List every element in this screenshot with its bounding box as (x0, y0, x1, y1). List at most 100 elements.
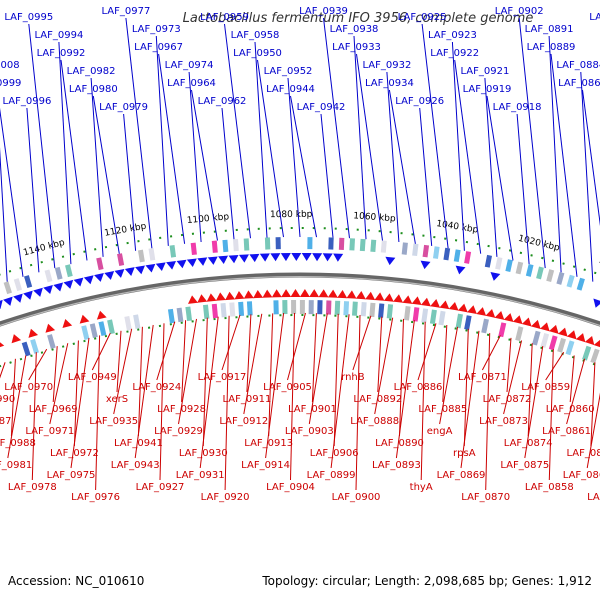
gene-label[interactable]: LAF_0964 (167, 78, 216, 89)
gene-label[interactable]: LAF_0996 (2, 96, 51, 107)
gene-label[interactable]: LAF_0944 (266, 84, 315, 95)
gene-label[interactable]: LAF_1008 (0, 60, 20, 71)
gene-label[interactable]: LAF_0974 (165, 60, 214, 71)
gene-label[interactable]: LAF_0863 (563, 470, 600, 481)
gene-label[interactable]: LAF_0988 (0, 438, 36, 449)
gene-label[interactable]: LAF_0999 (0, 78, 21, 89)
gene-label[interactable]: LAF_0871 (458, 372, 507, 383)
gene-label[interactable]: LAF_0938 (330, 24, 379, 35)
gene-label[interactable]: LAF_0884 (556, 60, 600, 71)
gene-label[interactable]: LAF_0893 (372, 460, 421, 471)
gene-label[interactable]: LAF_0992 (37, 48, 86, 59)
gene-label[interactable]: LAF_0978 (8, 482, 57, 493)
gene-label[interactable]: LAF_0943 (111, 460, 160, 471)
gene-label[interactable]: LAF_0981 (0, 460, 32, 471)
gene-label[interactable]: rnhB (341, 372, 365, 383)
gene-label[interactable]: LAF_0941 (114, 438, 163, 449)
gene-label[interactable]: LAF_0939 (299, 6, 348, 17)
gene-label[interactable]: LAF_0870 (461, 492, 510, 503)
gene-label[interactable]: LAF_0902 (495, 6, 544, 17)
gene-label[interactable]: LAF_0922 (430, 48, 479, 59)
gene-label[interactable]: LAF_0874 (504, 438, 553, 449)
gene-label[interactable]: LAF_0861 (542, 426, 591, 437)
gene-label[interactable]: LAF_0972 (50, 448, 99, 459)
gene-label[interactable]: LAF_0967 (134, 42, 183, 53)
gene-label[interactable]: LAF_0917 (198, 372, 247, 383)
gene-leader-line (311, 313, 317, 403)
gene-label[interactable]: LAF_0875 (500, 460, 549, 471)
gene-label[interactable]: rpsA (453, 448, 476, 459)
gene-label[interactable]: LAF_0923 (428, 30, 477, 41)
gene-label[interactable]: LAF_0891 (525, 24, 574, 35)
gene-label[interactable]: LAF_0853 (589, 12, 600, 23)
gene-label[interactable]: LAF_0901 (288, 404, 337, 415)
gene-label[interactable]: LAF_0869 (437, 470, 486, 481)
gene-label[interactable]: LAF_0921 (460, 66, 509, 77)
gene-label[interactable]: LAF_0971 (25, 426, 74, 437)
gene-label[interactable]: LAF_0888 (350, 416, 399, 427)
gene-label[interactable]: LAF_0906 (310, 448, 359, 459)
reverse-gene-arrow (448, 301, 459, 311)
gene-label[interactable]: LAF_0932 (362, 60, 411, 71)
gene-label[interactable]: LAF_0930 (179, 448, 228, 459)
gene-label[interactable]: LAF_0949 (68, 372, 117, 383)
gene-label[interactable]: LAF_0928 (157, 404, 206, 415)
gene-label[interactable]: LAF_0935 (89, 416, 138, 427)
gene-label[interactable]: LAF_0905 (263, 382, 312, 393)
gene-label[interactable]: LAF_0959 (200, 12, 249, 23)
gene-label[interactable]: LAF_0890 (375, 438, 424, 449)
gene-label[interactable]: LAF_0950 (233, 48, 282, 59)
gene-label[interactable]: LAF_0866 (558, 78, 600, 89)
reverse-feature-box (282, 300, 288, 315)
gene-label[interactable]: LAF_0858 (525, 482, 574, 493)
gene-label[interactable]: LAF_0912 (219, 416, 268, 427)
gene-label[interactable]: LAF_0933 (332, 42, 381, 53)
gene-label[interactable]: LAF_0958 (231, 30, 280, 41)
gene-label[interactable]: LAF_0925 (398, 12, 447, 23)
gene-label[interactable]: thyA (410, 482, 433, 493)
gene-label[interactable]: LAF_0931 (176, 470, 225, 481)
gene-label[interactable]: LAF_0914 (241, 460, 290, 471)
gene-label[interactable]: LAF_0862 (566, 448, 600, 459)
gene-label[interactable]: LAF_0982 (67, 66, 116, 77)
gene-label[interactable]: LAF_0899 (307, 470, 356, 481)
forward-gene-arrow (186, 258, 197, 267)
gene-label[interactable]: LAF_0903 (285, 426, 334, 437)
gene-label[interactable]: LAF_0927 (136, 482, 185, 493)
gene-label[interactable]: LAF_0942 (297, 102, 346, 113)
gene-label[interactable]: LAF_0873 (479, 416, 528, 427)
gene-label[interactable]: LAF_0995 (4, 12, 53, 23)
gene-label[interactable]: LAF_0924 (132, 382, 181, 393)
gene-label[interactable]: LAF_0919 (463, 84, 512, 95)
gene-label[interactable]: LAF_0990 (0, 394, 15, 405)
gene-label[interactable]: LAF_0913 (244, 438, 293, 449)
gene-label[interactable]: LAF_0976 (71, 492, 120, 503)
gene-label[interactable]: LAF_0864 (587, 492, 600, 503)
gene-label[interactable]: LAF_0962 (198, 96, 247, 107)
gene-label[interactable]: LAF_0889 (527, 42, 576, 53)
gene-label[interactable]: LAF_0859 (521, 382, 570, 393)
gene-label[interactable]: LAF_0926 (395, 96, 444, 107)
gene-label[interactable]: LAF_0900 (332, 492, 381, 503)
gene-label[interactable]: LAF_0920 (201, 492, 250, 503)
gene-label[interactable]: LAF_0994 (34, 30, 83, 41)
reverse-feature-box (351, 301, 358, 316)
gene-label[interactable]: LAF_0885 (418, 404, 467, 415)
gene-label[interactable]: LAF_0979 (99, 102, 148, 113)
gene-label[interactable]: LAF_0975 (47, 470, 96, 481)
gene-leader-line (290, 312, 295, 481)
gene-label[interactable]: LAF_0886 (394, 382, 443, 393)
gene-label[interactable]: LAF_0952 (264, 66, 313, 77)
gene-label[interactable]: engA (427, 426, 453, 437)
gene-label[interactable]: LAF_0980 (69, 84, 118, 95)
reverse-gene-arrow (365, 291, 376, 301)
gene-label[interactable]: LAF_0977 (101, 6, 150, 17)
gene-label[interactable]: LAF_0904 (266, 482, 315, 493)
gene-label[interactable]: LAF_0973 (132, 24, 181, 35)
gene-label[interactable]: LAF_0918 (493, 102, 542, 113)
gene-label[interactable]: LAF_0970 (4, 382, 53, 393)
gene-label[interactable]: LAF_0929 (154, 426, 203, 437)
gene-label[interactable]: LAF_0934 (365, 78, 414, 89)
reverse-feature-box (202, 304, 210, 320)
gene-label[interactable]: LAF_0987 (0, 416, 12, 427)
